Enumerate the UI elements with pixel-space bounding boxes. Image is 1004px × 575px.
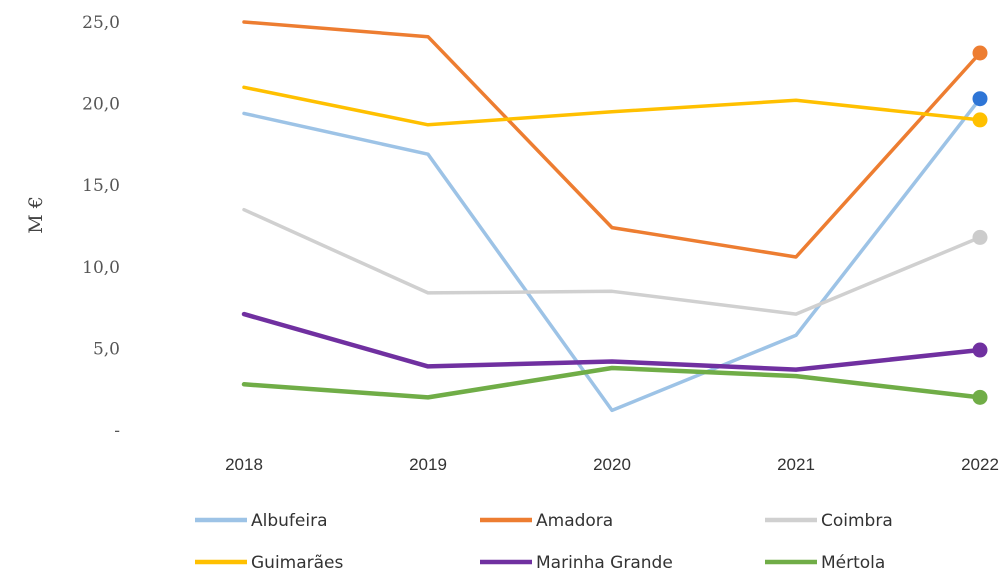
legend-label: Coimbra — [821, 511, 893, 531]
end-marker-point — [972, 342, 988, 358]
legend-label: Amadora — [536, 511, 613, 531]
y-axis: - 5,0 10,0 15,0 20,0 25,0 — [82, 13, 120, 441]
legend: Albufeira Amadora Coimbra Guimarães Marinha … — [195, 511, 893, 573]
series-line-4 — [241, 311, 983, 372]
end-marker-point — [972, 389, 988, 405]
y-axis-label: M € — [25, 196, 47, 234]
legend-item: Amadora — [480, 511, 613, 531]
y-tick-label: 5,0 — [93, 339, 120, 359]
legend-label: Guimarães — [251, 553, 344, 573]
y-tick-label: 15,0 — [82, 176, 120, 196]
end-marker-point — [972, 45, 988, 61]
x-tick-label: 2022 — [961, 455, 999, 474]
series-line-3 — [242, 85, 982, 127]
series-lines — [241, 20, 983, 413]
x-tick-label: 2021 — [777, 455, 815, 474]
legend-item: Mértola — [765, 553, 885, 573]
y-tick-label: 10,0 — [82, 258, 120, 278]
end-marker-point — [972, 91, 988, 107]
series-line-0 — [242, 96, 982, 413]
legend-label: Marinha Grande — [536, 553, 673, 573]
legend-item: Guimarães — [195, 553, 344, 573]
series-line-2 — [242, 207, 982, 316]
legend-label: Mértola — [821, 553, 885, 573]
end-markers — [972, 45, 988, 405]
y-tick-label: 20,0 — [82, 95, 120, 115]
y-tick-label: - — [114, 421, 120, 441]
end-marker-point — [972, 229, 988, 245]
x-tick-label: 2019 — [409, 455, 447, 474]
x-tick-label: 2018 — [225, 455, 263, 474]
series-line-5 — [241, 365, 983, 400]
legend-label: Albufeira — [251, 511, 328, 531]
x-axis: 2018 2019 2020 2021 2022 — [225, 455, 999, 474]
x-tick-label: 2020 — [593, 455, 631, 474]
y-tick-label: 25,0 — [82, 13, 120, 33]
end-marker-point — [972, 112, 988, 128]
legend-item: Marinha Grande — [480, 553, 673, 573]
legend-item: Albufeira — [195, 511, 328, 531]
series-line-1 — [242, 20, 982, 259]
legend-item: Coimbra — [765, 511, 893, 531]
